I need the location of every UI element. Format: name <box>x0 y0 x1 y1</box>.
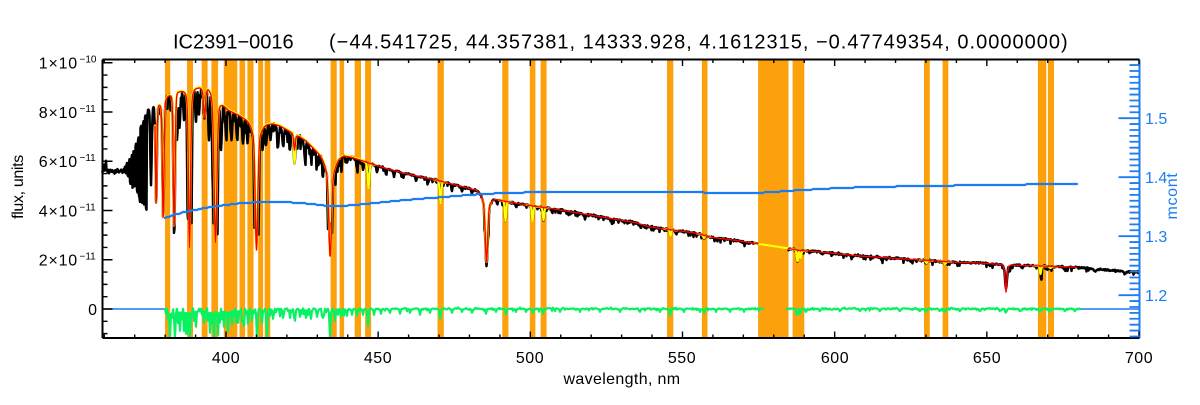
svg-text:500: 500 <box>516 350 544 367</box>
svg-text:(−44.541725, 44.357381, 14333.: (−44.541725, 44.357381, 14333.928, 4.161… <box>329 32 1069 54</box>
svg-text:flux, units: flux, units <box>10 155 27 219</box>
svg-text:650: 650 <box>973 350 1001 367</box>
svg-text:mcont: mcont <box>1164 172 1181 219</box>
svg-text:−11: −11 <box>80 153 97 164</box>
svg-text:−10: −10 <box>80 55 97 66</box>
svg-text:−11: −11 <box>80 252 97 263</box>
svg-text:1.4: 1.4 <box>1145 170 1167 187</box>
svg-text:700: 700 <box>1125 350 1153 367</box>
svg-text:550: 550 <box>668 350 696 367</box>
svg-text:0: 0 <box>88 302 97 319</box>
svg-text:6×10: 6×10 <box>39 154 78 171</box>
svg-text:−11: −11 <box>80 202 97 213</box>
svg-text:1.2: 1.2 <box>1145 288 1167 305</box>
svg-text:1.5: 1.5 <box>1145 111 1167 128</box>
svg-text:1×10: 1×10 <box>39 56 78 73</box>
svg-text:8×10: 8×10 <box>39 105 78 122</box>
svg-text:IC2391−0016: IC2391−0016 <box>173 32 294 54</box>
svg-text:600: 600 <box>821 350 849 367</box>
svg-text:450: 450 <box>364 350 392 367</box>
svg-text:4×10: 4×10 <box>39 203 78 220</box>
svg-text:400: 400 <box>212 350 240 367</box>
svg-text:2×10: 2×10 <box>39 253 78 270</box>
svg-text:−11: −11 <box>80 104 97 115</box>
svg-text:wavelength, nm: wavelength, nm <box>563 371 681 388</box>
svg-text:1.3: 1.3 <box>1145 229 1167 246</box>
